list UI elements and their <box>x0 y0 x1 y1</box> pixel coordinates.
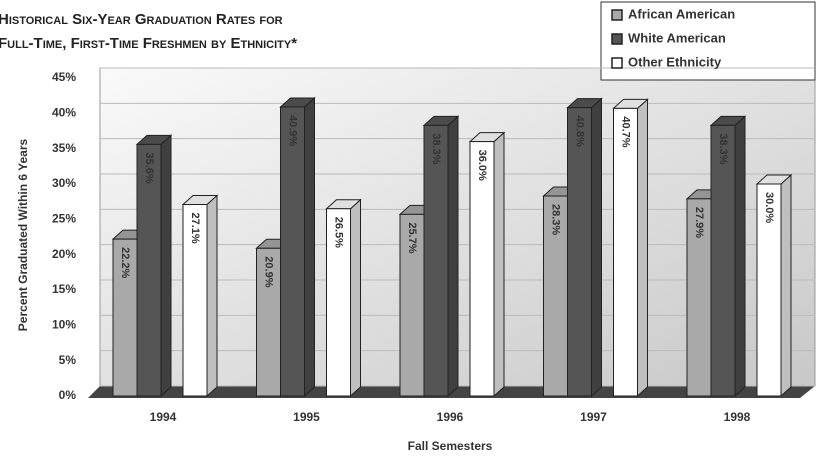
bar <box>256 247 281 397</box>
value-label: 27.9% <box>693 207 705 238</box>
value-label: 27.1% <box>189 212 201 243</box>
bar-side <box>447 115 459 398</box>
y-tick-label: 45% <box>52 70 76 84</box>
value-label: 38.3% <box>430 133 442 164</box>
x-tick-label: 1996 <box>437 410 464 424</box>
value-label: 22.2% <box>119 247 131 278</box>
bar-side <box>591 97 602 398</box>
y-tick-label: 15% <box>52 282 76 296</box>
value-label: 40.9% <box>287 115 299 146</box>
chart-title: Full-Time, First-Time Freshmen by Ethnic… <box>0 35 297 52</box>
bar <box>399 213 425 397</box>
bar-side <box>350 198 361 398</box>
bar-side <box>304 96 315 398</box>
y-tick-label: 35% <box>52 141 76 155</box>
legend-label: White American <box>628 30 726 45</box>
y-tick-label: 25% <box>52 212 76 226</box>
y-tick-label: 10% <box>52 318 76 332</box>
value-label: 26.5% <box>333 217 345 248</box>
value-label: 35.6% <box>143 152 155 183</box>
legend-label: Other Ethnicity <box>628 54 722 69</box>
bar <box>182 203 208 397</box>
bar-side <box>160 134 172 398</box>
bar-side <box>780 173 792 398</box>
bar-side <box>734 115 746 398</box>
y-tick-label: 40% <box>52 106 76 120</box>
bar <box>136 143 162 397</box>
x-tick-label: 1995 <box>293 410 320 424</box>
value-label: 20.9% <box>263 256 275 287</box>
legend <box>600 1 816 81</box>
x-tick-label: 1998 <box>724 410 751 424</box>
x-tick-label: 1997 <box>580 410 607 424</box>
bar <box>423 124 449 397</box>
value-label: 30.0% <box>763 192 775 223</box>
bar <box>756 183 782 397</box>
bar-side <box>637 98 648 398</box>
y-axis-label: Percent Graduated Within 6 Years <box>16 138 30 331</box>
y-tick-label: 20% <box>52 247 76 261</box>
bar <box>710 124 736 397</box>
bar <box>469 141 495 397</box>
legend-swatch <box>611 57 623 69</box>
x-axis-label: Fall Semesters <box>408 439 493 453</box>
value-label: 36.0% <box>476 150 488 181</box>
legend-swatch <box>611 33 623 45</box>
legend-label: African American <box>628 6 735 21</box>
value-label: 40.7% <box>620 116 632 147</box>
value-label: 28.3% <box>550 204 562 235</box>
bar <box>567 107 592 397</box>
bar <box>280 106 305 397</box>
bar-side <box>206 194 218 398</box>
y-tick-label: 0% <box>59 388 77 402</box>
bar <box>543 195 568 397</box>
bar <box>686 198 712 397</box>
legend-swatch <box>611 9 623 21</box>
x-tick-label: 1994 <box>150 410 177 424</box>
y-tick-label: 5% <box>59 353 77 367</box>
bar-side <box>493 131 505 398</box>
value-label: 38.3% <box>717 133 729 164</box>
bar <box>613 107 638 397</box>
value-label: 40.8% <box>574 116 586 147</box>
value-label: 25.7% <box>406 222 418 253</box>
bar <box>326 208 351 397</box>
bar <box>112 238 138 397</box>
chart-title: Historical Six-Year Graduation Rates for <box>0 11 283 28</box>
y-tick-label: 30% <box>52 176 76 190</box>
